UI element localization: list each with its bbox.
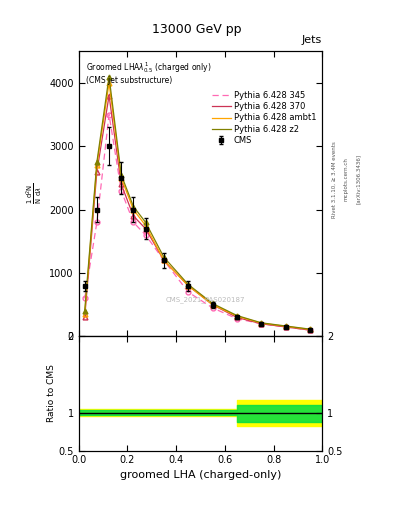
Pythia 6.428 370 — [308, 327, 312, 333]
Pythia 6.428 z2 — [283, 323, 288, 329]
Pythia 6.428 ambt1 — [235, 313, 239, 319]
Pythia 6.428 370 — [107, 93, 112, 99]
Pythia 6.428 z2 — [131, 203, 136, 209]
Line: Pythia 6.428 z2: Pythia 6.428 z2 — [85, 77, 310, 329]
Line: Pythia 6.428 370: Pythia 6.428 370 — [85, 96, 310, 330]
Pythia 6.428 z2 — [95, 159, 99, 165]
Pythia 6.428 ambt1 — [119, 175, 123, 181]
Pythia 6.428 370 — [83, 314, 87, 321]
Pythia 6.428 370 — [259, 321, 264, 327]
Pythia 6.428 ambt1 — [186, 283, 191, 289]
Y-axis label: Ratio to CMS: Ratio to CMS — [47, 365, 55, 422]
Pythia 6.428 ambt1 — [95, 162, 99, 168]
Pythia 6.428 z2 — [83, 308, 87, 314]
Pythia 6.428 345 — [95, 219, 99, 225]
Pythia 6.428 ambt1 — [83, 311, 87, 317]
Text: mcplots.cern.ch: mcplots.cern.ch — [344, 157, 349, 201]
Pythia 6.428 370 — [162, 258, 166, 264]
Pythia 6.428 ambt1 — [259, 320, 264, 326]
Text: Jets: Jets — [302, 35, 322, 46]
Pythia 6.428 z2 — [162, 254, 166, 260]
Pythia 6.428 345 — [119, 187, 123, 194]
Pythia 6.428 345 — [131, 219, 136, 225]
Text: Groomed LHA$\lambda^{1}_{0.5}$ (charged only)
(CMS jet substructure): Groomed LHA$\lambda^{1}_{0.5}$ (charged … — [86, 60, 211, 85]
Pythia 6.428 370 — [186, 283, 191, 289]
Line: Pythia 6.428 ambt1: Pythia 6.428 ambt1 — [85, 83, 310, 330]
Pythia 6.428 370 — [131, 213, 136, 219]
Pythia 6.428 345 — [283, 324, 288, 330]
Pythia 6.428 345 — [235, 315, 239, 322]
Pythia 6.428 345 — [107, 112, 112, 118]
Line: Pythia 6.428 345: Pythia 6.428 345 — [85, 115, 310, 330]
Pythia 6.428 345 — [259, 321, 264, 327]
Pythia 6.428 ambt1 — [162, 258, 166, 264]
Text: CMS_2021_PAS020187: CMS_2021_PAS020187 — [165, 296, 245, 303]
Pythia 6.428 345 — [210, 305, 215, 311]
Pythia 6.428 z2 — [259, 320, 264, 326]
Pythia 6.428 345 — [143, 232, 148, 238]
Pythia 6.428 ambt1 — [210, 302, 215, 308]
Pythia 6.428 370 — [210, 302, 215, 308]
Pythia 6.428 345 — [186, 289, 191, 295]
X-axis label: groomed LHA (charged-only): groomed LHA (charged-only) — [120, 470, 281, 480]
Pythia 6.428 370 — [235, 314, 239, 321]
Pythia 6.428 z2 — [210, 301, 215, 307]
Pythia 6.428 370 — [283, 324, 288, 330]
Text: Rivet 3.1.10, ≥ 3.4M events: Rivet 3.1.10, ≥ 3.4M events — [332, 141, 337, 218]
Pythia 6.428 345 — [83, 295, 87, 302]
Y-axis label: $\frac{1}{\mathrm{N}}\frac{\mathrm{d}^2\mathrm{N}}{\mathrm{d}\lambda}$: $\frac{1}{\mathrm{N}}\frac{\mathrm{d}^2\… — [24, 183, 44, 204]
Text: [arXiv:1306.3436]: [arXiv:1306.3436] — [356, 154, 361, 204]
Pythia 6.428 ambt1 — [107, 80, 112, 86]
Pythia 6.428 ambt1 — [143, 222, 148, 228]
Pythia 6.428 z2 — [186, 282, 191, 288]
Legend: Pythia 6.428 345, Pythia 6.428 370, Pythia 6.428 ambt1, Pythia 6.428 z2, CMS: Pythia 6.428 345, Pythia 6.428 370, Pyth… — [211, 90, 318, 146]
Pythia 6.428 z2 — [308, 326, 312, 332]
Pythia 6.428 370 — [143, 226, 148, 232]
Text: 13000 GeV pp: 13000 GeV pp — [152, 23, 241, 36]
Pythia 6.428 z2 — [143, 219, 148, 225]
Pythia 6.428 z2 — [107, 74, 112, 80]
Pythia 6.428 370 — [119, 181, 123, 187]
Pythia 6.428 345 — [162, 258, 166, 264]
Pythia 6.428 ambt1 — [308, 327, 312, 333]
Pythia 6.428 ambt1 — [283, 323, 288, 329]
Pythia 6.428 345 — [308, 327, 312, 333]
Pythia 6.428 ambt1 — [131, 207, 136, 213]
Pythia 6.428 z2 — [119, 172, 123, 178]
Pythia 6.428 370 — [95, 168, 99, 175]
Pythia 6.428 z2 — [235, 312, 239, 318]
